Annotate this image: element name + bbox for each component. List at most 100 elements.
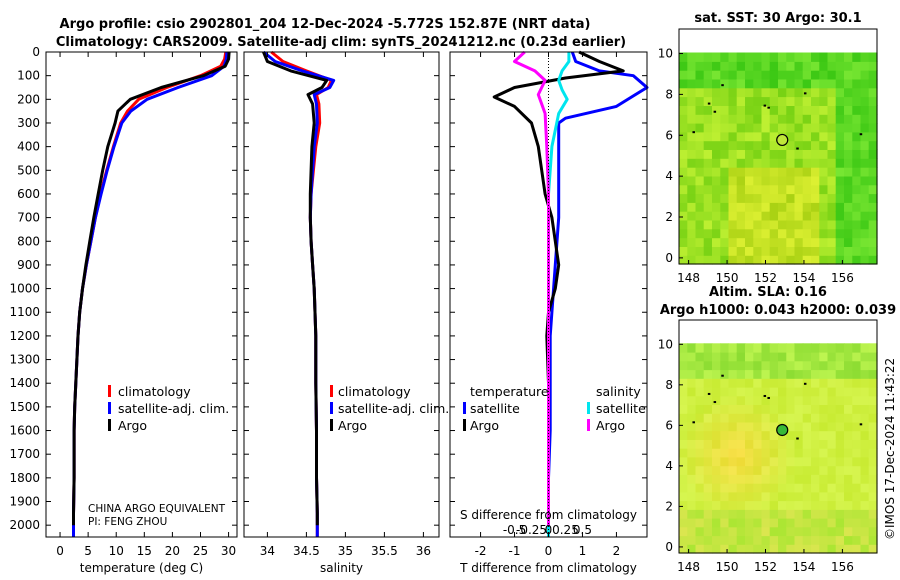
map-cell — [827, 491, 837, 502]
map-cell — [852, 52, 862, 62]
map-cell — [786, 228, 796, 239]
y-tick-label: 4 — [665, 459, 673, 473]
map-cell — [687, 483, 697, 493]
map-cell — [703, 526, 713, 537]
map-cell — [868, 96, 878, 106]
map-cell — [835, 465, 845, 475]
map-cell — [860, 158, 870, 168]
map-cell — [753, 483, 763, 493]
island-speck — [796, 437, 799, 440]
map-cell — [860, 255, 870, 265]
map-cell — [720, 378, 730, 388]
map-cell — [802, 149, 812, 159]
map-cell — [753, 175, 763, 186]
map-cell — [712, 96, 721, 106]
map-cell — [794, 509, 804, 519]
map-cell — [703, 343, 713, 353]
map-cell — [720, 158, 730, 168]
map-cell — [802, 105, 812, 115]
map-cell — [728, 175, 738, 186]
map-cell — [786, 105, 796, 115]
map-cell — [687, 105, 697, 115]
map-cell — [786, 448, 796, 458]
map-cell — [868, 518, 878, 528]
map-cell — [769, 387, 779, 397]
map-cell — [802, 465, 812, 475]
map-cell — [679, 246, 688, 256]
map-cell — [827, 140, 837, 150]
map-cell — [835, 175, 845, 186]
map-cell — [852, 465, 862, 475]
map-cell — [819, 140, 829, 150]
map-cell — [720, 228, 730, 239]
map-cell — [769, 544, 779, 554]
map-cell — [769, 483, 779, 493]
map-cell — [844, 193, 853, 203]
map-cell — [736, 456, 746, 467]
map-cell — [786, 465, 796, 475]
map-cell — [860, 105, 870, 115]
map-cell — [811, 70, 820, 80]
map-cell — [703, 78, 713, 89]
map-cell — [794, 430, 804, 440]
map-cell — [786, 474, 796, 484]
map-cell — [687, 246, 697, 256]
map-cell — [819, 61, 829, 71]
map-cell — [786, 360, 796, 371]
map-cell — [679, 70, 688, 80]
x-tick-label: 10 — [109, 544, 124, 558]
map-cell — [786, 526, 796, 537]
map-cell — [695, 52, 705, 62]
map-cell — [835, 526, 845, 537]
map-cell — [778, 387, 787, 397]
map-cell — [745, 500, 754, 510]
map-cell — [703, 123, 713, 133]
map-cell — [745, 544, 754, 554]
map-cell — [794, 52, 804, 62]
map-cell — [728, 387, 738, 397]
map-cell — [827, 246, 837, 256]
map-cell — [811, 175, 820, 186]
map-cell — [703, 228, 713, 239]
x-tick-label: 148 — [677, 560, 700, 574]
map-cell — [761, 378, 771, 388]
map-cell — [802, 421, 812, 432]
map-cell — [811, 105, 820, 115]
map-cell — [712, 193, 721, 203]
map-cell — [802, 518, 812, 528]
map2-title-1: Altim. SLA: 0.16 — [709, 285, 827, 300]
map-cell — [679, 413, 688, 423]
y-tick-label: 8 — [665, 87, 673, 101]
y-tick-label: 8 — [665, 378, 673, 392]
map-cell — [687, 526, 697, 537]
map-cell — [852, 421, 862, 432]
map-cell — [736, 387, 746, 397]
map-cell — [835, 246, 845, 256]
map-cell — [712, 387, 721, 397]
map-cell — [679, 131, 688, 142]
y-tick-label: 600 — [17, 187, 40, 201]
map-cell — [728, 70, 738, 80]
map-cell — [736, 439, 746, 449]
map-cell — [736, 70, 746, 80]
map-cell — [687, 413, 697, 423]
map-cell — [819, 360, 829, 371]
island-speck — [713, 401, 717, 404]
map-cell — [728, 52, 738, 62]
map-cell — [802, 378, 812, 388]
x-tick-label: 152 — [754, 560, 777, 574]
map-cell — [811, 456, 820, 467]
map-cell — [720, 131, 730, 142]
map-cell — [736, 352, 746, 362]
map-cell — [703, 544, 713, 554]
map-cell — [852, 456, 862, 467]
map-cell — [786, 395, 796, 405]
map-cell — [844, 343, 853, 353]
map-cell — [728, 360, 738, 371]
map-cell — [720, 193, 730, 203]
map-cell — [703, 360, 713, 371]
map-cell — [852, 246, 862, 256]
map-cell — [860, 395, 870, 405]
map-cell — [753, 255, 763, 265]
map-cell — [827, 395, 837, 405]
